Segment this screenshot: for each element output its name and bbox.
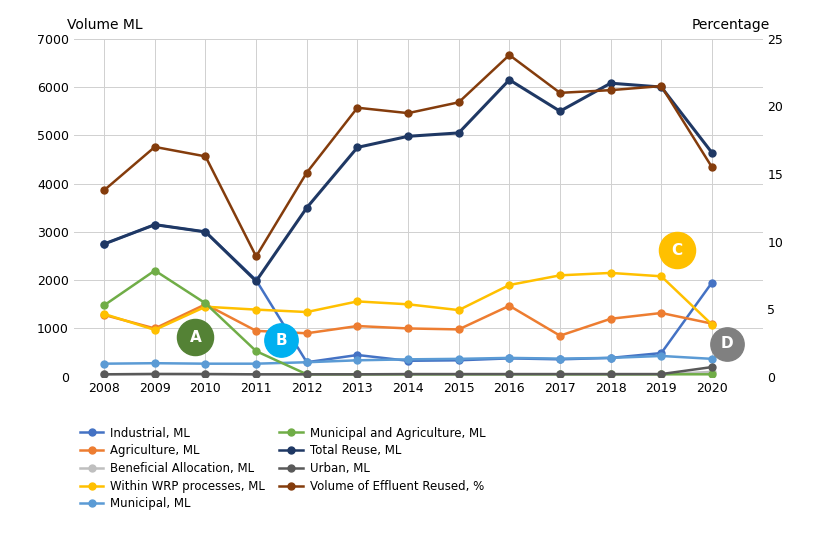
Text: C: C [670,243,681,258]
Text: Volume ML: Volume ML [67,18,143,32]
Text: D: D [720,336,732,351]
Legend: Industrial, ML, Agriculture, ML, Beneficial Allocation, ML, Within WRP processes: Industrial, ML, Agriculture, ML, Benefic… [79,427,485,510]
Text: B: B [275,332,287,347]
Text: A: A [189,330,201,345]
Text: Percentage: Percentage [690,18,768,32]
